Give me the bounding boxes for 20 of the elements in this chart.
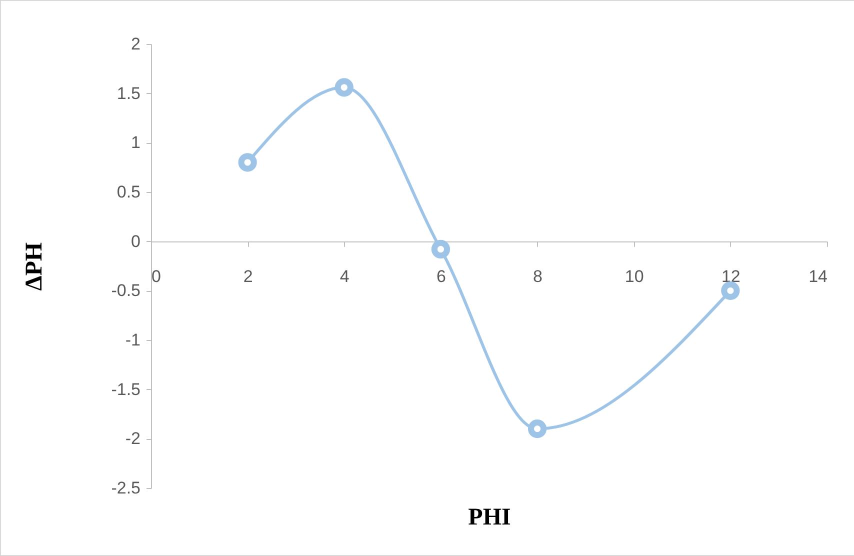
x-tick-label: 2 <box>243 266 253 286</box>
x-tick-label: 6 <box>436 266 446 286</box>
y-tick-label: -1.5 <box>111 380 140 399</box>
y-tick-label: -0.5 <box>111 281 140 300</box>
y-tick-label: 2 <box>131 34 140 54</box>
y-tick-label: 0 <box>131 232 140 251</box>
y-tick-label: 0.5 <box>116 182 140 202</box>
x-tick-label: 12 <box>721 266 740 286</box>
x-tick-label: 10 <box>624 266 644 286</box>
x-tick-label: 8 <box>533 266 543 286</box>
y-tick-label: 1 <box>131 133 140 152</box>
x-tick-label: 0 <box>152 266 161 286</box>
x-tick-label: 14 <box>808 266 828 286</box>
y-tick-label: 1.5 <box>116 84 140 103</box>
x-tick-label: 4 <box>340 266 350 286</box>
x-axis-title: PHI <box>468 504 511 530</box>
y-axis-title: ΔPH <box>22 242 48 291</box>
y-tick-label: -1 <box>125 330 140 350</box>
y-tick-label: -2 <box>125 429 140 448</box>
y-tick-label: -2.5 <box>111 478 140 498</box>
